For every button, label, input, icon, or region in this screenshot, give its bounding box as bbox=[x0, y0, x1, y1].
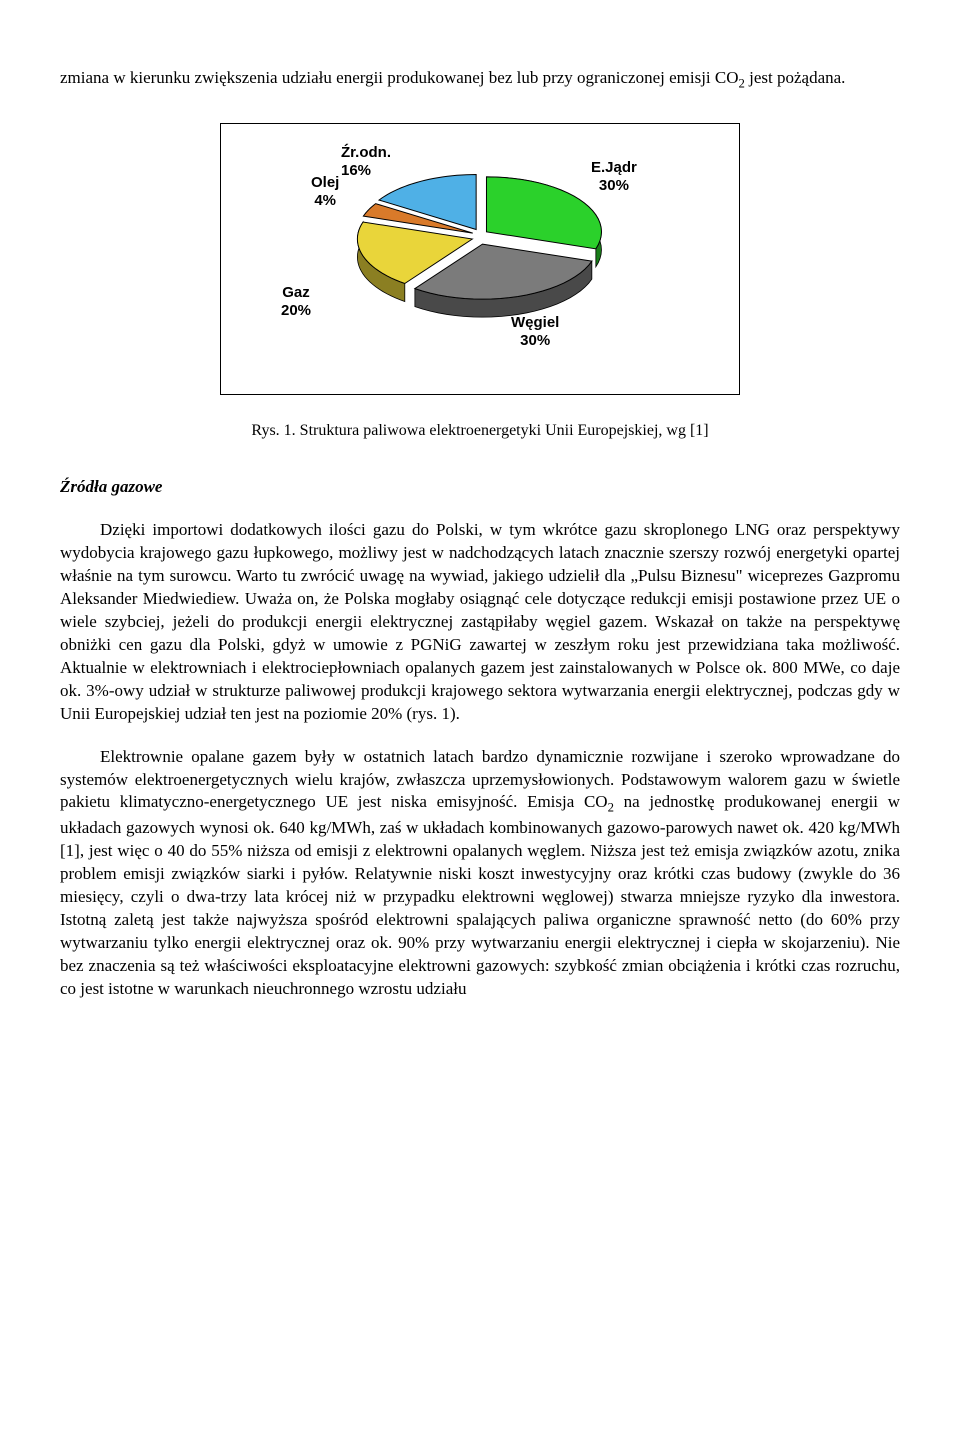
pie-slice-ejadr bbox=[486, 176, 601, 248]
pie-label-olej: Olej4% bbox=[311, 174, 339, 210]
pie-svg bbox=[335, 171, 625, 346]
pie-label-zrodn: Źr.odn.16% bbox=[341, 144, 391, 180]
body-paragraph-1: Dzięki importowi dodatkowych ilości gazu… bbox=[60, 519, 900, 725]
pie-chart-container: E.Jądr30% Węgiel30% Gaz20% Olej4%Źr.odn.16% bbox=[220, 123, 740, 395]
pie-label-wegiel: Węgiel30% bbox=[511, 314, 559, 350]
intro-paragraph: zmiana w kierunku zwiększenia udziału en… bbox=[60, 67, 900, 93]
figure-caption: Rys. 1. Struktura paliwowa elektroenerge… bbox=[60, 420, 900, 442]
body-paragraph-2: Elektrownie opalane gazem były w ostatni… bbox=[60, 746, 900, 1001]
section-heading: Źródła gazowe bbox=[60, 476, 900, 499]
pie-label-ejadr: E.Jądr30% bbox=[591, 159, 637, 195]
pie-label-gaz: Gaz20% bbox=[281, 284, 311, 320]
pie-chart: E.Jądr30% Węgiel30% Gaz20% Olej4%Źr.odn.16% bbox=[251, 144, 709, 374]
